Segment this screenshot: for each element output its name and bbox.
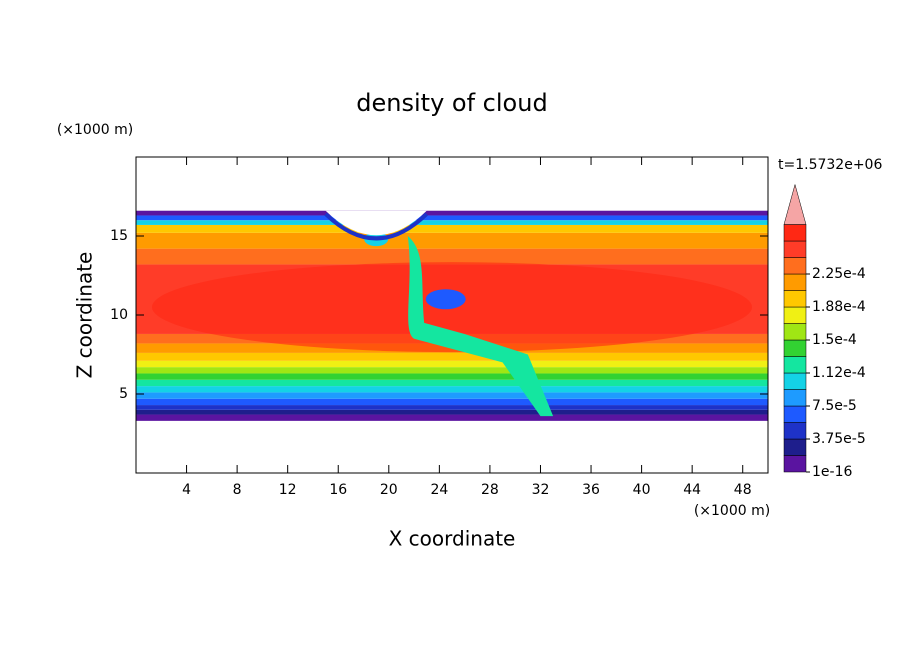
colorbar-swatch (783, 323, 807, 341)
x-tick-label: 16 (329, 482, 347, 498)
contour-eddy (425, 289, 466, 310)
colorbar-label: 1.5e-4 (812, 332, 857, 348)
colorbar-swatch (783, 257, 807, 275)
contour-band (136, 367, 768, 374)
contour-band (136, 210, 768, 216)
colorbar-swatch (783, 372, 807, 390)
colorbar-label: 7.5e-5 (812, 398, 857, 414)
y-tick-label: 10 (110, 307, 128, 323)
contour-dip (325, 210, 427, 236)
colorbar-label: 2.25e-4 (812, 266, 866, 282)
colorbar-swatch (783, 455, 807, 473)
x-tick-label: 8 (233, 482, 242, 498)
y-unit: (×1000 m) (57, 122, 133, 138)
colorbar-swatch (783, 339, 807, 357)
colorbar-extension (783, 183, 807, 225)
colorbar-swatch (783, 405, 807, 423)
colorbar-swatch (783, 356, 807, 374)
contour-dip-edge (324, 212, 429, 241)
x-tick-label: 28 (481, 482, 499, 498)
colorbar-label: 1e-16 (812, 464, 852, 480)
x-tick-label: 44 (683, 482, 701, 498)
contour-band (136, 352, 768, 361)
contour-band (136, 392, 768, 399)
time-label: t=1.5732e+06 (778, 157, 882, 173)
contour-band (136, 220, 768, 225)
contour-band (136, 398, 768, 406)
contour-feature (407, 236, 554, 417)
colorbar-swatch (783, 290, 807, 308)
x-unit: (×1000 m) (694, 503, 770, 519)
colorbar-swatch (783, 273, 807, 291)
colorbar-label: 3.75e-5 (812, 431, 866, 447)
x-tick-label: 36 (582, 482, 600, 498)
y-axis-label: Z coordinate (73, 252, 97, 379)
y-tick-label: 15 (110, 228, 128, 244)
contour-band (136, 248, 768, 265)
x-tick-label: 32 (532, 482, 550, 498)
colorbar-label: 1.88e-4 (812, 299, 866, 315)
x-tick-label: 4 (182, 482, 191, 498)
colorbar-label: 1.12e-4 (812, 365, 866, 381)
chart-title: density of cloud (356, 89, 547, 117)
colorbar-swatch (783, 438, 807, 456)
x-axis-label: X coordinate (389, 527, 516, 551)
contour-band (136, 215, 768, 221)
contour-band (136, 405, 768, 410)
colorbar-swatch (783, 240, 807, 258)
contour-field (136, 210, 768, 421)
colorbar-swatch (783, 306, 807, 324)
contour-band (136, 232, 768, 249)
contour-band (136, 373, 768, 380)
colorbar-swatch (783, 224, 807, 242)
x-tick-label: 12 (279, 482, 297, 498)
contour-band (136, 224, 768, 233)
contour-band (136, 379, 768, 387)
contour-band (136, 409, 768, 415)
y-tick-label: 5 (119, 386, 128, 402)
contour-band (136, 360, 768, 368)
contour-band (136, 386, 768, 393)
colorbar-swatch (783, 389, 807, 407)
x-tick-label: 24 (430, 482, 448, 498)
x-tick-label: 48 (734, 482, 752, 498)
colorbar-swatch (783, 422, 807, 440)
x-tick-label: 20 (380, 482, 398, 498)
contour-band (136, 414, 768, 421)
x-tick-label: 40 (633, 482, 651, 498)
